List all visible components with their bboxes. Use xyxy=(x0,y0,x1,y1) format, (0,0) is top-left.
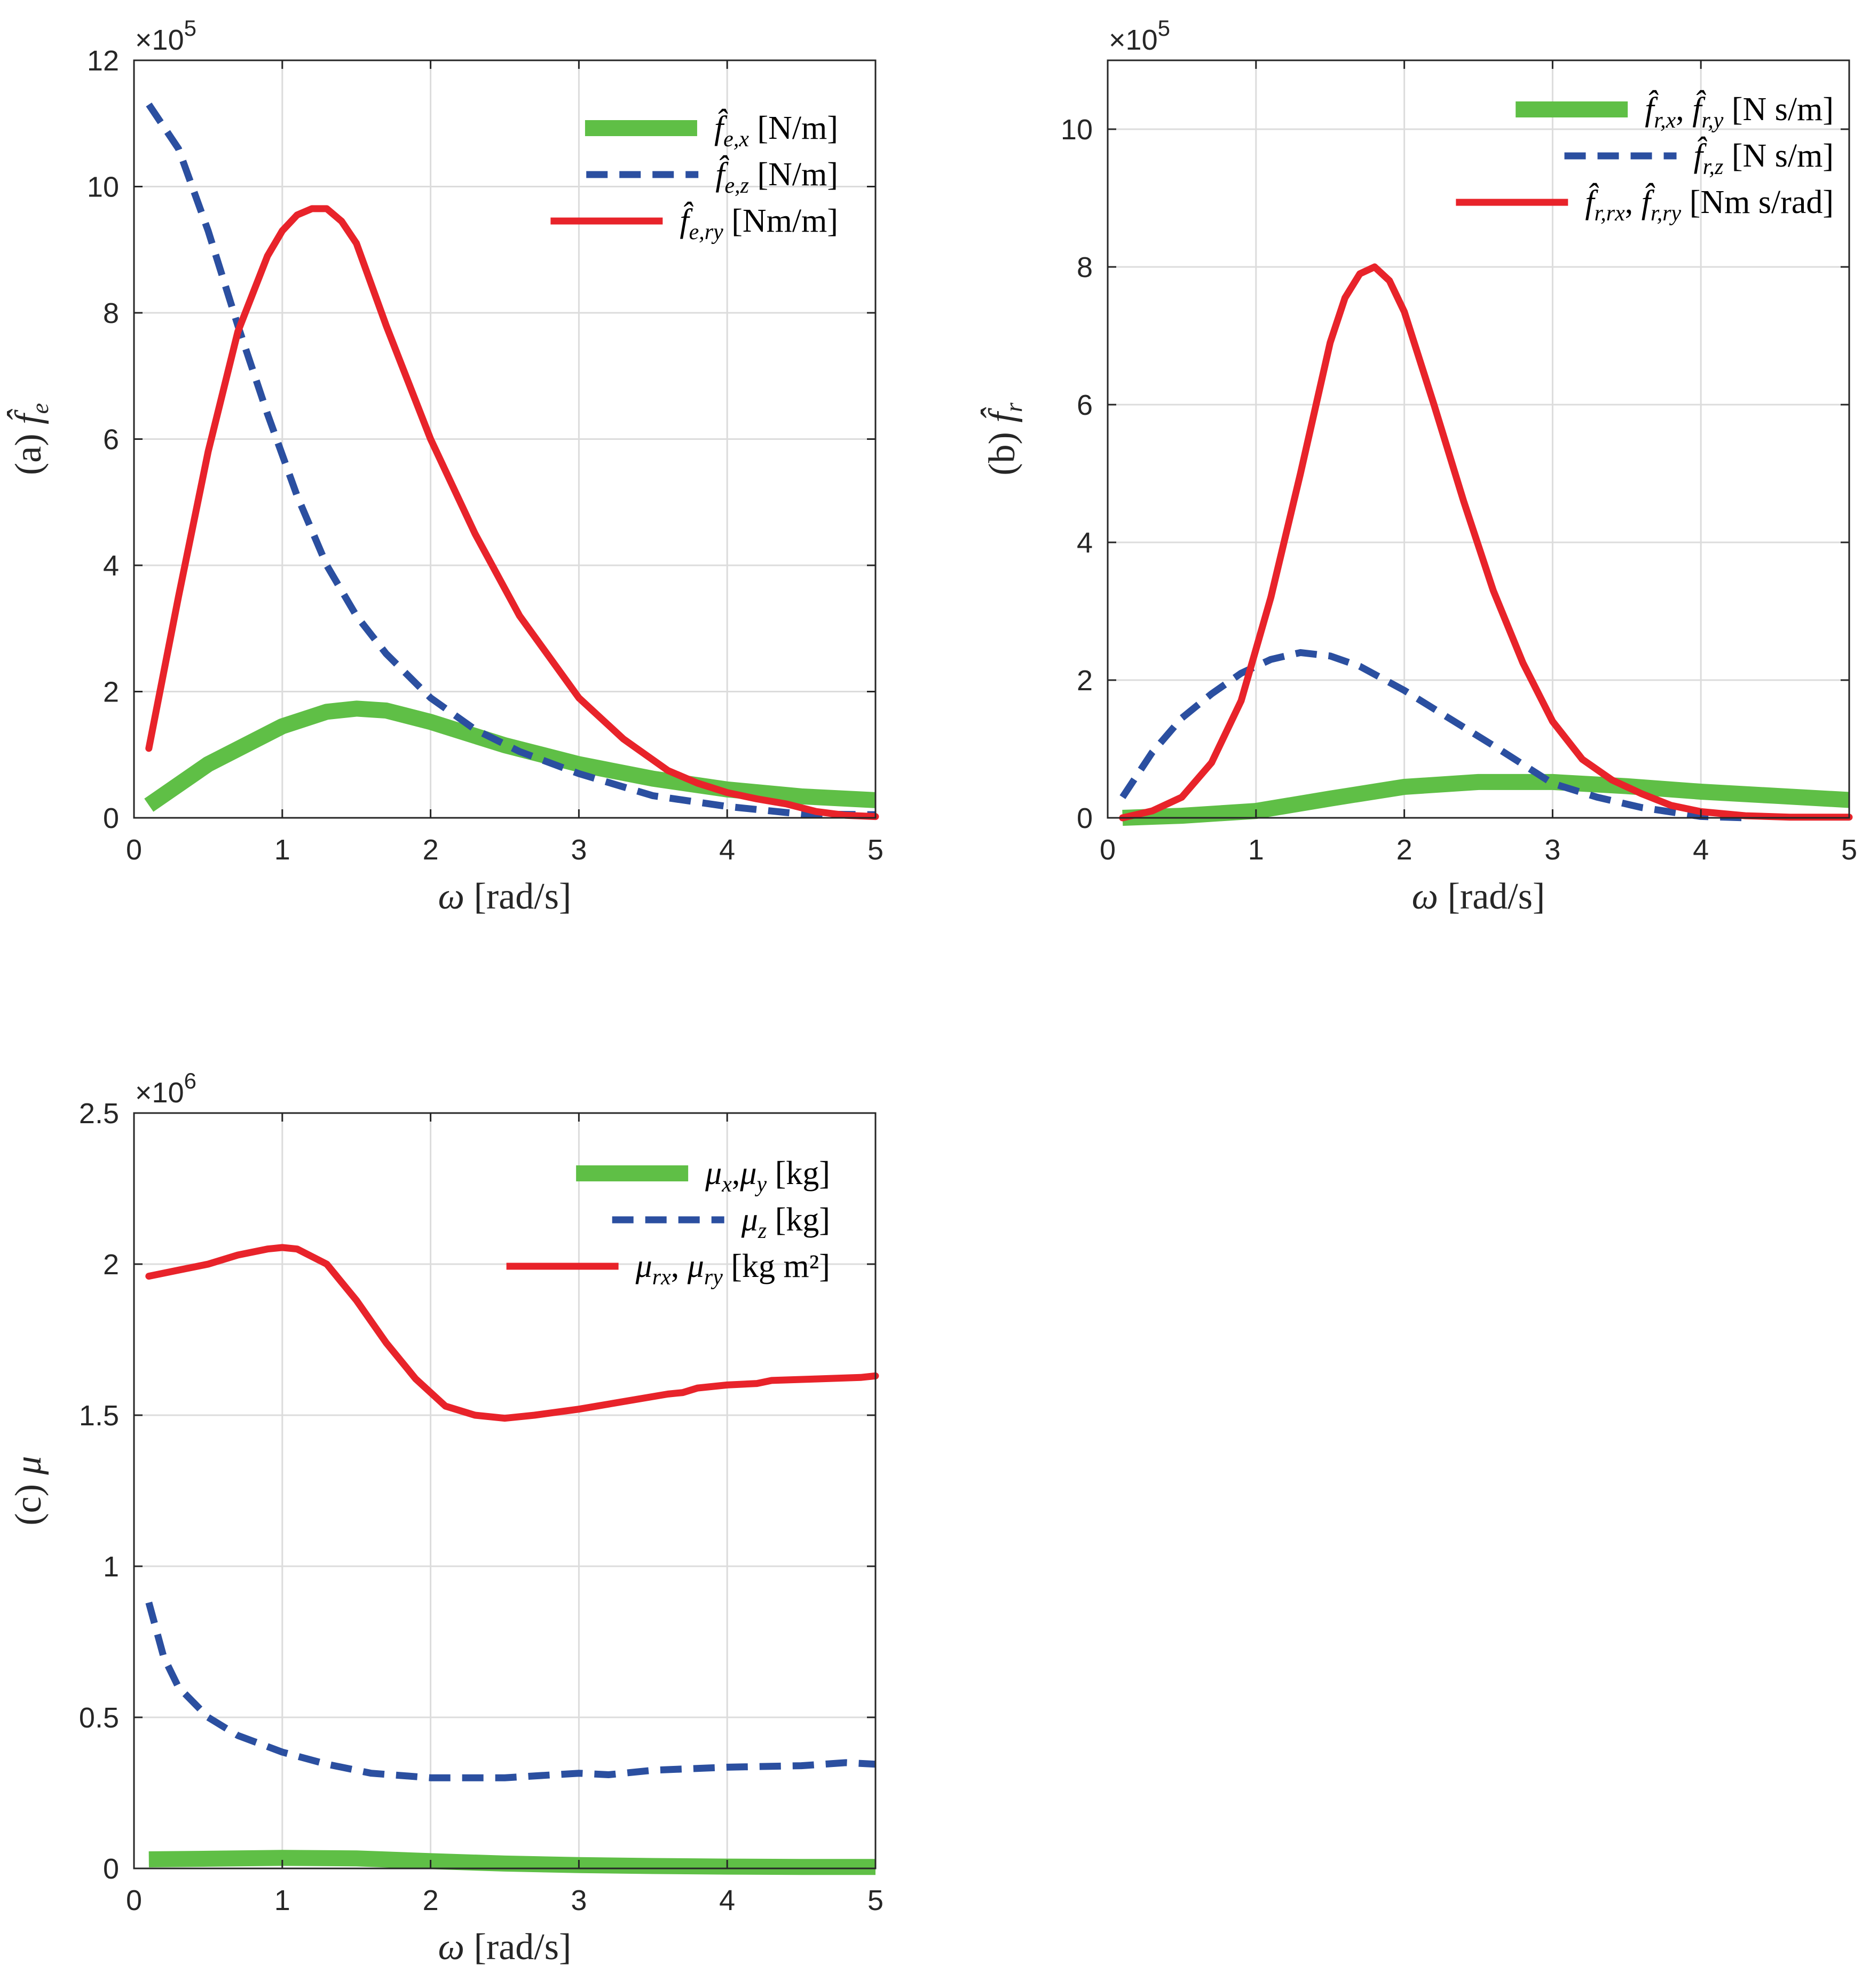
axes-box xyxy=(133,1112,877,1869)
legend-label-green: f̂r,x, f̂r,y [N s/m] xyxy=(1645,90,1834,133)
y-axis-label: (a) f̂e xyxy=(6,403,53,475)
series-line-blue xyxy=(145,1602,876,1781)
series-line-red xyxy=(145,1244,879,1422)
x-tick-label: 3 xyxy=(571,1884,587,1916)
x-tick-label: 0 xyxy=(126,1884,142,1916)
legend: f̂r,x, f̂r,y [N s/m]f̂r,z [N s/m]f̂r,rx,… xyxy=(1456,90,1834,226)
y-tick-label: 8 xyxy=(103,297,119,329)
y-tick-label: 10 xyxy=(87,171,119,203)
legend-label-green: f̂e,x [N/m] xyxy=(714,109,838,152)
x-tick-label: 5 xyxy=(867,834,883,866)
y-tick-label: 2 xyxy=(103,676,119,708)
legend: μx,μy [kg] μz [kg] μrx, μry [kg m²] xyxy=(506,1155,830,1290)
x-tick-label: 5 xyxy=(867,1884,883,1916)
chart-b: 0 1 2 3 4 5 0 2 4 6 8 10 ×105 ω [rad/s] (b) f̂r f̂r,x, … xyxy=(980,15,1857,917)
series-line-blue xyxy=(1119,649,1746,822)
y-tick-label: 0.5 xyxy=(79,1702,119,1734)
x-tick-label: 1 xyxy=(274,834,290,866)
legend-label-red: f̂e,ry [Nm/m] xyxy=(680,202,838,244)
x-tick-label: 5 xyxy=(1841,834,1857,866)
x-tick-label: 4 xyxy=(1693,834,1709,866)
x-axis-label: ω [rad/s] xyxy=(1412,876,1545,917)
y-tick-label: 1 xyxy=(103,1551,119,1583)
x-tick-label: 0 xyxy=(1100,834,1116,866)
chart-c: 0 1 2 3 4 5 0 0.5 1 1.5 2 2.5 ×106 ω [rad/s] (c) μ μx,μ… xyxy=(8,1068,883,1968)
axis-exponent: ×106 xyxy=(135,1068,196,1109)
x-tick-label: 4 xyxy=(719,1884,735,1916)
y-tick-label: 10 xyxy=(1061,114,1093,146)
x-tick-label: 2 xyxy=(1396,834,1413,866)
axes-box xyxy=(1107,59,1850,819)
y-axis-label: (b) f̂r xyxy=(980,402,1027,476)
x-tick-label: 3 xyxy=(571,834,587,866)
x-tick-label: 1 xyxy=(274,1884,290,1916)
y-tick-label: 0 xyxy=(1077,802,1093,834)
x-tick-label: 4 xyxy=(719,834,735,866)
x-axis-label: ω [rad/s] xyxy=(438,876,572,917)
y-tick-label: 2 xyxy=(103,1249,119,1281)
y-tick-label: 2.5 xyxy=(79,1098,119,1130)
plot-area xyxy=(134,1113,875,1868)
y-tick-label: 0 xyxy=(103,802,119,834)
legend-label-green: μx,μy [kg] xyxy=(705,1155,830,1197)
y-tick-label: 1.5 xyxy=(79,1400,119,1432)
legend-label-blue: μz [kg] xyxy=(741,1202,830,1243)
y-tick-label: 0 xyxy=(103,1853,119,1885)
plot-area xyxy=(1108,60,1849,818)
legend-label-blue: f̂e,z [N/m] xyxy=(715,155,838,198)
y-tick-label: 4 xyxy=(1077,527,1093,559)
legend-label-red: μrx, μry [kg m²] xyxy=(635,1248,830,1290)
y-tick-label: 2 xyxy=(1077,665,1093,697)
x-axis-label: ω [rad/s] xyxy=(438,1927,572,1968)
y-tick-label: 6 xyxy=(1077,389,1093,421)
y-tick-label: 4 xyxy=(103,550,119,582)
y-axis-label: (c) μ xyxy=(8,1456,49,1525)
y-tick-label: 6 xyxy=(103,424,119,456)
x-tick-label: 1 xyxy=(1248,834,1264,866)
x-tick-label: 2 xyxy=(423,834,439,866)
y-tick-label: 8 xyxy=(1077,251,1093,283)
legend-label-red: f̂r,rx, f̂r,ry [Nm s/rad] xyxy=(1585,183,1834,226)
series-line-red xyxy=(1119,263,1853,822)
axis-exponent: ×105 xyxy=(1109,15,1170,56)
x-tick-label: 0 xyxy=(126,834,142,866)
x-tick-label: 3 xyxy=(1544,834,1560,866)
series-line-green xyxy=(148,1850,875,1875)
series-line-blue xyxy=(146,102,876,818)
legend: f̂e,x [N/m]f̂e,z [N/m]f̂e,ry [Nm/m] xyxy=(550,109,838,244)
y-tick-label: 12 xyxy=(87,45,119,77)
series-line-green xyxy=(1122,774,1850,826)
axis-exponent: ×105 xyxy=(135,15,196,56)
series-line-red xyxy=(145,205,879,821)
x-tick-label: 2 xyxy=(423,1884,439,1916)
